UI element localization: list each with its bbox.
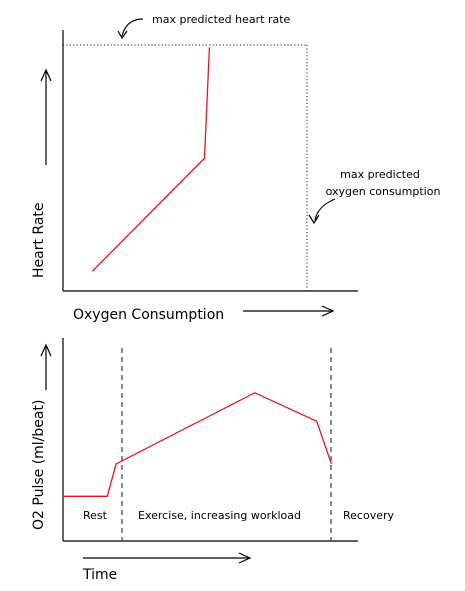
phase-label-exercise: Exercise, increasing workload xyxy=(138,509,301,522)
heart-rate-chart: Heart Rate Oxygen Consumption max predic… xyxy=(31,13,440,323)
o2-pulse-chart: Rest Exercise, increasing workload Recov… xyxy=(31,338,394,583)
top-y-label: Heart Rate xyxy=(31,202,47,278)
o2-pulse-line xyxy=(63,392,333,497)
phase-label-recovery: Recovery xyxy=(343,509,394,522)
bottom-x-label: Time xyxy=(82,567,117,583)
top-series-group xyxy=(91,47,211,272)
max-vo2-annotation-line2: oxygen consumption xyxy=(326,185,441,198)
max-vo2-pointer xyxy=(314,198,336,221)
bottom-y-arrow-head xyxy=(40,343,52,357)
max-vo2-annotation-line1: max predicted xyxy=(340,168,420,181)
max-vo2-pointer-head xyxy=(308,214,320,225)
bottom-x-arrow-head xyxy=(238,552,252,564)
max-hr-pointer-head xyxy=(117,30,128,40)
max-hr-annotation: max predicted heart rate xyxy=(152,13,291,26)
top-x-label: Oxygen Consumption xyxy=(73,307,224,323)
top-x-arrow-head xyxy=(321,305,335,317)
bottom-series-group xyxy=(63,392,333,497)
bottom-y-label: O2 Pulse (ml/beat) xyxy=(31,400,47,530)
max-hr-pointer xyxy=(121,18,144,37)
heart-rate-line xyxy=(91,47,211,272)
top-y-arrow-head xyxy=(40,68,52,82)
phase-label-rest: Rest xyxy=(83,509,108,522)
